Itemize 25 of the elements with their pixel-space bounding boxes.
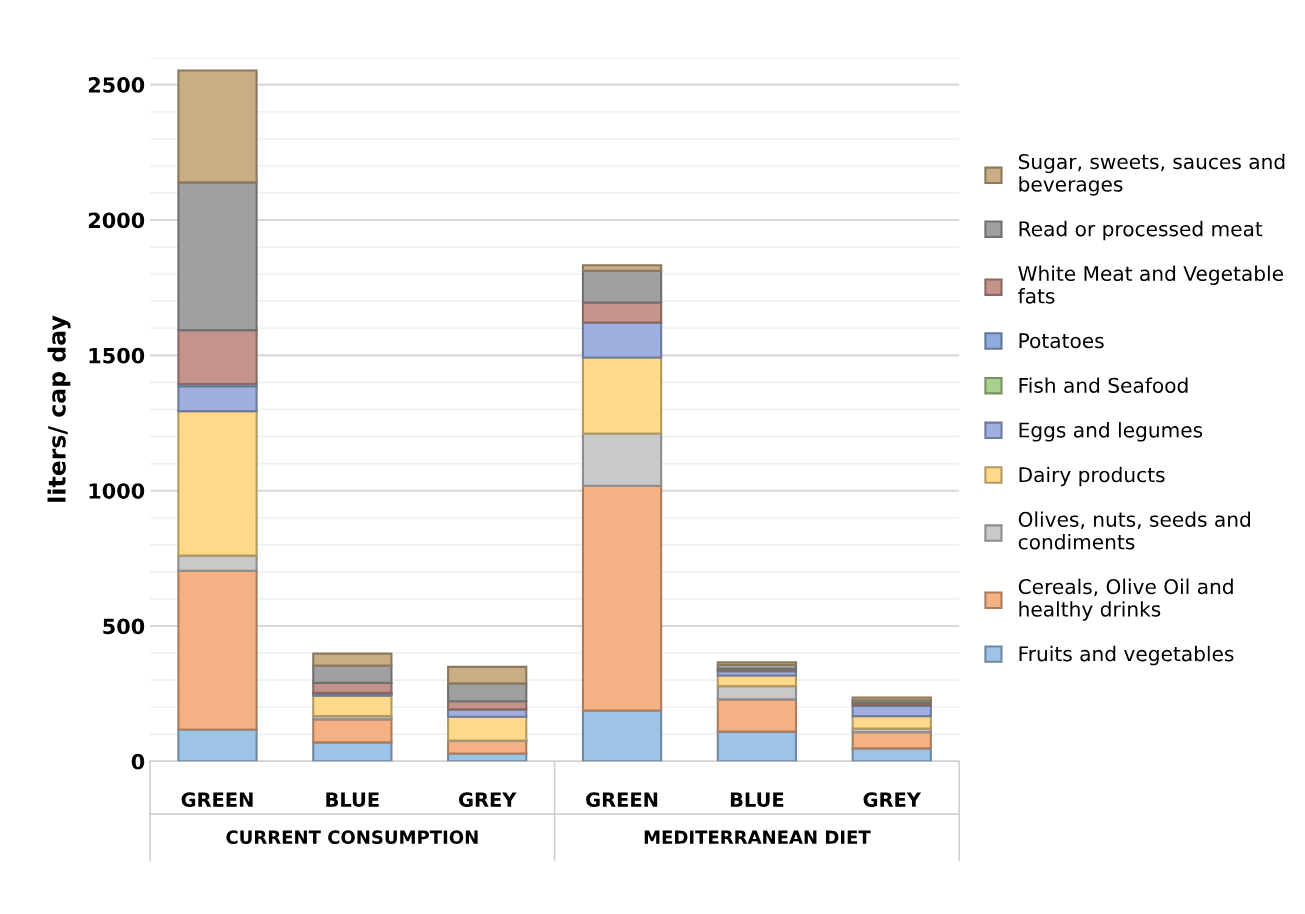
y-tick-label: 1500 — [89, 347, 145, 364]
legend-label: Read or processed meat — [1019, 220, 1263, 241]
x-tick-label: GREY — [459, 792, 517, 807]
legend-label: White Meat and Vegetable fats — [1018, 265, 1283, 304]
x-tick-label: GREY — [863, 792, 922, 807]
x-tick-label: BLUE — [730, 792, 784, 807]
y-tick-label: 2500 — [88, 77, 145, 93]
legend-label: Cereals, Olive Oil and healthy drinks — [1018, 578, 1233, 621]
y-tick-label: 2000 — [88, 212, 145, 229]
text: CURRENT CONSUMPTION — [226, 830, 478, 845]
y-axis-title: liters/ cap day — [47, 315, 71, 502]
x-tick-label: BLUE — [326, 792, 379, 807]
x-tick-label: GREEN — [586, 792, 658, 807]
legend-label: Olives, nuts, seeds and condiments — [1018, 511, 1250, 550]
y-tick-label: 500 — [103, 618, 145, 635]
legend-label: Fruits and vegetables — [1019, 645, 1234, 666]
y-tick-label: 0 — [131, 753, 145, 770]
legend-label: Potatoes — [1019, 333, 1104, 349]
legend-label: Dairy products — [1019, 466, 1165, 487]
y-tick-label: 1000 — [89, 483, 145, 499]
legend-label: Eggs and legumes — [1019, 422, 1203, 442]
legend-label: Fish and Seafood — [1019, 377, 1188, 393]
legend-label: Sugar, sweets, sauces and beverages — [1018, 153, 1285, 196]
text: MEDITERRANEAN DIET — [644, 830, 871, 844]
x-tick-label: GREEN — [181, 792, 253, 807]
